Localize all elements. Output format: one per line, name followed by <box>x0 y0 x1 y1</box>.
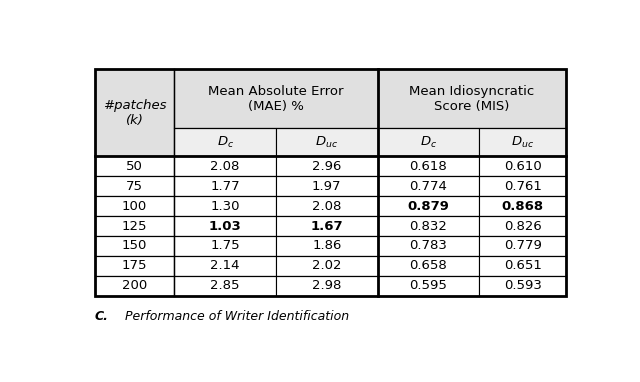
Text: 125: 125 <box>122 220 147 233</box>
Text: 0.779: 0.779 <box>504 240 541 253</box>
Text: 0.651: 0.651 <box>504 259 541 272</box>
Text: 1.03: 1.03 <box>209 220 241 233</box>
Bar <box>95 70 566 296</box>
Bar <box>174 196 276 216</box>
Text: 1.77: 1.77 <box>211 180 240 193</box>
Text: 0.761: 0.761 <box>504 180 541 193</box>
Bar <box>174 176 276 196</box>
Bar <box>276 156 378 176</box>
Bar <box>174 128 276 156</box>
Text: Performance of Writer Identification: Performance of Writer Identification <box>125 310 349 323</box>
Bar <box>479 176 566 196</box>
Text: 1.75: 1.75 <box>211 240 240 253</box>
Text: 1.30: 1.30 <box>211 199 240 212</box>
Text: 0.879: 0.879 <box>408 199 449 212</box>
Bar <box>479 256 566 276</box>
Text: Mean Absolute Error
(MAE) %: Mean Absolute Error (MAE) % <box>208 85 344 113</box>
Bar <box>378 256 479 276</box>
Bar <box>479 236 566 256</box>
Text: #patches
(k): #patches (k) <box>103 99 166 127</box>
Bar <box>378 128 479 156</box>
Bar <box>276 176 378 196</box>
Text: 150: 150 <box>122 240 147 253</box>
Bar <box>378 196 479 216</box>
Bar <box>174 70 378 128</box>
Bar <box>276 236 378 256</box>
Bar <box>479 276 566 296</box>
Text: 75: 75 <box>126 180 143 193</box>
Text: 50: 50 <box>126 160 143 173</box>
Bar <box>95 70 174 156</box>
Bar <box>276 276 378 296</box>
Bar <box>276 128 378 156</box>
Text: 0.868: 0.868 <box>502 199 544 212</box>
Bar <box>276 216 378 236</box>
Text: 0.618: 0.618 <box>410 160 447 173</box>
Text: $D_c$: $D_c$ <box>216 134 234 150</box>
Text: 100: 100 <box>122 199 147 212</box>
Text: C.: C. <box>95 310 109 323</box>
Bar <box>95 276 174 296</box>
Text: $D_{uc}$: $D_{uc}$ <box>511 134 534 150</box>
Bar <box>174 276 276 296</box>
Text: 0.595: 0.595 <box>410 279 447 292</box>
Bar <box>378 236 479 256</box>
Bar <box>174 236 276 256</box>
Text: 2.98: 2.98 <box>312 279 342 292</box>
Text: 2.14: 2.14 <box>211 259 240 272</box>
Bar <box>378 70 566 128</box>
Text: 175: 175 <box>122 259 147 272</box>
Text: 1.97: 1.97 <box>312 180 342 193</box>
Text: 200: 200 <box>122 279 147 292</box>
Bar <box>95 176 174 196</box>
Text: 1.86: 1.86 <box>312 240 342 253</box>
Text: 2.85: 2.85 <box>211 279 240 292</box>
Bar <box>378 176 479 196</box>
Bar <box>479 128 566 156</box>
Text: 2.96: 2.96 <box>312 160 342 173</box>
Text: 0.774: 0.774 <box>410 180 447 193</box>
Bar <box>378 156 479 176</box>
Text: 0.658: 0.658 <box>410 259 447 272</box>
Bar <box>276 256 378 276</box>
Text: 0.832: 0.832 <box>410 220 447 233</box>
Text: 2.08: 2.08 <box>312 199 342 212</box>
Bar <box>479 196 566 216</box>
Bar <box>378 276 479 296</box>
Text: 0.783: 0.783 <box>410 240 447 253</box>
Text: 1.67: 1.67 <box>310 220 343 233</box>
Text: $D_{uc}$: $D_{uc}$ <box>316 134 339 150</box>
Text: 0.826: 0.826 <box>504 220 541 233</box>
Bar <box>174 216 276 236</box>
Bar <box>95 156 174 176</box>
Bar <box>378 216 479 236</box>
Bar <box>95 256 174 276</box>
Bar <box>95 216 174 236</box>
Text: 2.02: 2.02 <box>312 259 342 272</box>
Bar <box>95 196 174 216</box>
Bar <box>174 156 276 176</box>
Text: 0.593: 0.593 <box>504 279 541 292</box>
Bar <box>479 156 566 176</box>
Bar <box>95 236 174 256</box>
Text: 2.08: 2.08 <box>211 160 240 173</box>
Bar <box>174 256 276 276</box>
Text: $D_c$: $D_c$ <box>420 134 437 150</box>
Bar <box>276 196 378 216</box>
Text: Mean Idiosyncratic
Score (MIS): Mean Idiosyncratic Score (MIS) <box>409 85 534 113</box>
Bar <box>479 216 566 236</box>
Text: 0.610: 0.610 <box>504 160 541 173</box>
